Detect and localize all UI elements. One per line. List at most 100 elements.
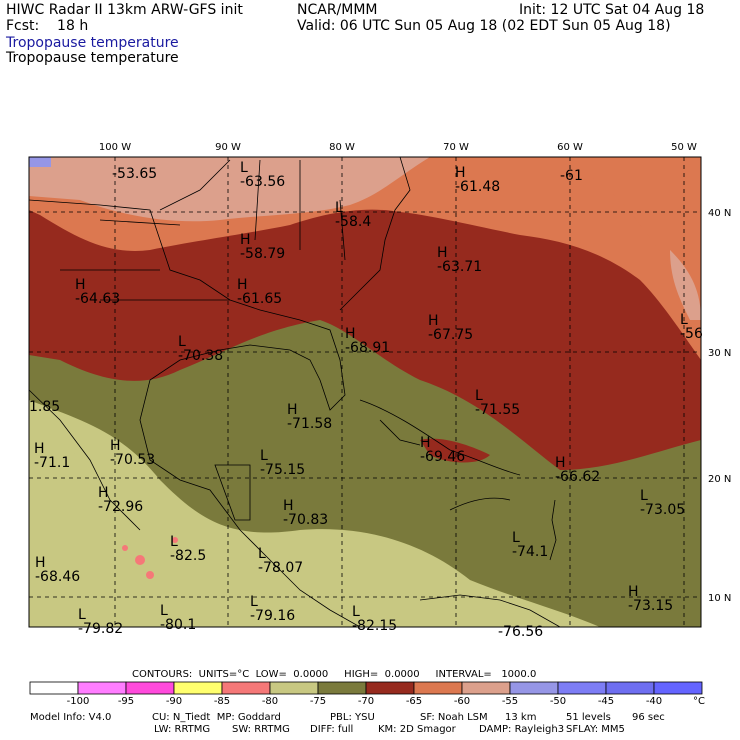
colorbar-label: -85 <box>213 696 231 707</box>
lat-tick-label: 30 N <box>708 348 731 359</box>
footer-item: PBL: YSU <box>330 712 375 723</box>
hl-mark: L <box>160 603 168 619</box>
hl-value: -82.15 <box>352 618 397 634</box>
footer-item: LW: RRTMG <box>154 724 211 735</box>
colorbar-swatch <box>269 681 319 695</box>
hl-value: -64.63 <box>75 291 120 307</box>
footer-item: SW: RRTMG <box>232 724 290 735</box>
hl-mark: H <box>35 555 46 571</box>
lon-tick-label: 80 W <box>329 142 355 153</box>
hl-value: -58.4 <box>335 214 371 230</box>
lon-tick-label: 90 W <box>215 142 241 153</box>
hl-mark: L <box>178 334 186 350</box>
lon-tick-label: 100 W <box>99 142 131 153</box>
footer-item: Model Info: V4.0 <box>30 712 112 723</box>
colorbar-label: -55 <box>501 696 519 707</box>
footer-item: SF: Noah LSM <box>420 712 488 723</box>
hl-mark: L <box>170 534 178 550</box>
forecast-hour: Fcst: 18 h <box>6 18 89 34</box>
hl-mark: L <box>680 312 688 328</box>
hl-value: -80.1 <box>160 617 196 633</box>
hl-value: -63.56 <box>240 174 285 190</box>
footer-item: DIFF: full <box>310 724 354 735</box>
hl-mark: H <box>428 313 439 329</box>
hl-value: -75.15 <box>260 462 305 478</box>
colorbar-label: -95 <box>117 696 135 707</box>
hl-mark: H <box>283 498 294 514</box>
producer-label: NCAR/MMM <box>297 2 378 18</box>
colorbar-swatch <box>509 681 559 695</box>
contour-info: CONTOURS: UNITS=°C LOW= 0.0000 HIGH= 0.0… <box>132 669 537 680</box>
colorbar-label: -80 <box>261 696 279 707</box>
hl-value: -63.71 <box>437 259 482 275</box>
temperature-field <box>29 157 701 627</box>
colorbar-label: -75 <box>309 696 327 707</box>
hl-value: -74.1 <box>512 544 548 560</box>
colorbar-swatch <box>29 681 79 695</box>
hl-value: -69.46 <box>420 449 465 465</box>
colorbar-swatch <box>557 681 607 695</box>
lon-tick-label: 70 W <box>443 142 469 153</box>
hl-mark: H <box>628 584 639 600</box>
colorbar-swatch <box>605 681 655 695</box>
hl-mark: L <box>240 160 248 176</box>
colorbar-label: -100 <box>66 696 90 707</box>
hl-value: -70.38 <box>178 348 223 364</box>
hl-mark: H <box>555 455 566 471</box>
hl-mark: L <box>250 594 258 610</box>
field-title-shaded: Tropopause temperature <box>6 35 179 51</box>
lon-tick-label: 60 W <box>557 142 583 153</box>
hl-mark: L <box>475 388 483 404</box>
hl-mark: L <box>640 488 648 504</box>
footer-item: 51 levels <box>566 712 611 723</box>
hl-value: -73.15 <box>628 598 673 614</box>
colorbar-swatch <box>125 681 175 695</box>
hl-mark: H <box>34 441 45 457</box>
colorbar-swatch <box>317 681 367 695</box>
lat-tick-label: 40 N <box>708 208 731 219</box>
hl-mark: L <box>260 448 268 464</box>
footer-item: DAMP: Rayleigh3 <box>479 724 565 735</box>
lat-tick-label: 20 N <box>708 474 731 485</box>
footer-item: SFLAY: MM5 <box>566 724 625 735</box>
footer-item: KM: 2D Smagor <box>378 724 456 735</box>
colorbar-swatch <box>653 681 703 695</box>
hl-value: -76.56 <box>498 624 543 640</box>
hl-mark: H <box>98 485 109 501</box>
colorbar-swatch <box>461 681 511 695</box>
hl-mark: L <box>258 546 266 562</box>
hl-value: -82.5 <box>170 548 206 564</box>
hl-value: -72.96 <box>98 499 143 515</box>
footer-item: 13 km <box>505 712 537 723</box>
hl-mark: H <box>287 402 298 418</box>
hl-value: -61.65 <box>237 291 282 307</box>
init-time: Init: 12 UTC Sat 04 Aug 18 <box>519 2 705 18</box>
high-low-labels: -53.65 L-63.56L-58.4H-61.48-61H-58.79 H-63… <box>29 160 703 640</box>
colorbar-unit: °C <box>693 696 705 707</box>
field-title-contour: Tropopause temperature <box>6 50 179 66</box>
colorbar-swatch <box>173 681 223 695</box>
footer-item: 96 sec <box>632 712 665 723</box>
hl-mark: L <box>335 200 343 216</box>
colorbar-label: -60 <box>453 696 471 707</box>
footer-item: CU: N_Tiedt MP: Goddard <box>152 712 281 723</box>
hl-mark: L <box>78 607 86 623</box>
hl-value: 1.85 <box>29 399 60 415</box>
hl-value: -70.83 <box>283 512 328 528</box>
hl-mark: H <box>345 326 356 342</box>
hl-mark: L <box>352 604 360 620</box>
colorbar-label: -50 <box>549 696 567 707</box>
hl-value: -53.65 <box>112 166 157 182</box>
hl-mark: H <box>420 435 431 451</box>
hl-mark: H <box>240 232 251 248</box>
hl-value: -70.53 <box>110 452 155 468</box>
lon-tick-label: 50 W <box>671 142 697 153</box>
hl-value: -56 <box>680 326 703 342</box>
longitude-ticks: 100 W 90 W 80 W 70 W 60 W 50 W <box>99 142 697 153</box>
hl-value: -67.75 <box>428 327 473 343</box>
hl-value: -71.1 <box>34 455 70 471</box>
colorbar <box>29 681 703 695</box>
hl-mark: H <box>237 277 248 293</box>
hl-mark: H <box>437 245 448 261</box>
